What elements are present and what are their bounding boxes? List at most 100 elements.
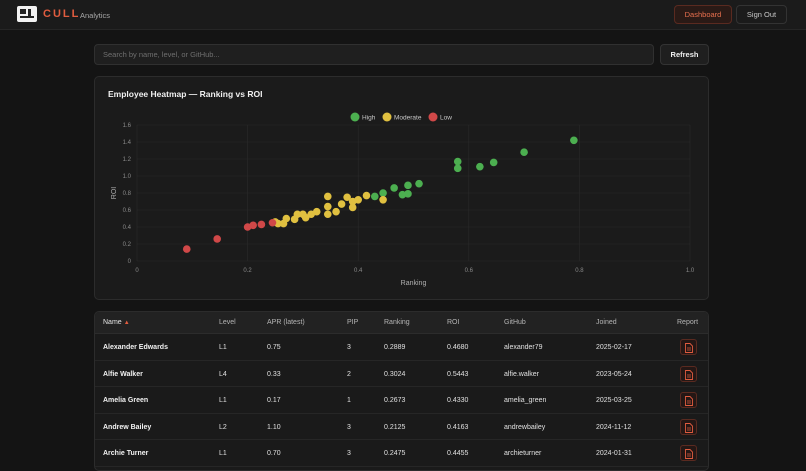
report-button[interactable] — [680, 339, 697, 355]
column-header-joined[interactable]: Joined — [596, 319, 617, 326]
table-row[interactable]: Amelia Green L1 0.17 1 0.2673 0.4330 amelia_gr… — [95, 387, 708, 414]
cell-pip: 3 — [347, 450, 351, 457]
cell-level: L1 — [219, 344, 227, 351]
data-point-moderate — [323, 202, 332, 211]
data-point-low — [268, 218, 277, 227]
data-point-high — [370, 192, 379, 201]
table-row[interactable]: Alexander Edwards L1 0.75 3 0.2889 0.4680 alex… — [95, 334, 708, 361]
scatter-chart: 0 0.2 0.4 0.6 0.8 1.0 1.2 1.4 1.6 0 0.2 0.4 0.6 0.8 1.… — [111, 112, 695, 287]
table-row[interactable]: Andrew Bailey L2 1.10 3 0.2125 0.4163 andrewba… — [95, 414, 708, 440]
table-header: Name ▲ Level APR (latest) PIP Ranking ROI… — [95, 312, 708, 334]
report-button[interactable] — [680, 445, 697, 461]
y-tick-label: 0.4 — [123, 225, 132, 231]
data-point-moderate — [379, 196, 387, 204]
table-row[interactable]: Archie Turner L1 0.70 3 0.2475 0.4455 archietu… — [95, 440, 708, 467]
cell-roi: 0.4680 — [447, 344, 469, 351]
top-bar: CULL Analytics Dashboard Sign Out — [0, 0, 806, 30]
cell-name: Alexander Edwards — [103, 344, 168, 351]
brand-name: CULL — [43, 8, 81, 20]
refresh-button[interactable]: Refresh — [660, 44, 709, 65]
y-tick-label: 0.8 — [123, 191, 132, 197]
y-tick-label: 1.4 — [123, 140, 132, 146]
document-icon — [685, 449, 693, 459]
cell-github: amelia_green — [504, 397, 547, 404]
search-input[interactable] — [94, 44, 654, 65]
report-button[interactable] — [680, 418, 697, 435]
data-point-moderate — [362, 191, 371, 200]
data-point-moderate — [299, 210, 307, 219]
data-point-high — [489, 158, 498, 167]
legend-marker-moderate — [382, 112, 392, 122]
cell-apr: 0.17 — [267, 397, 281, 404]
column-header-apr[interactable]: APR (latest) — [267, 319, 305, 326]
cell-ranking: 0.2125 — [384, 423, 406, 431]
column-header-roi[interactable]: ROI — [447, 319, 460, 326]
report-button[interactable] — [680, 365, 697, 382]
document-icon — [685, 396, 693, 406]
data-point-moderate — [348, 203, 357, 212]
cell-level: L2 — [219, 423, 227, 431]
data-point-high — [520, 148, 528, 156]
cell-joined: 2025-02-17 — [596, 344, 632, 351]
cell-pip: 1 — [347, 397, 351, 404]
table-row[interactable]: Alfie Walker L4 0.33 2 0.3024 0.5443 alfie.wal… — [95, 361, 708, 387]
y-tick-label: 0 — [128, 259, 132, 265]
cell-name: Amelia Green — [103, 397, 149, 404]
cell-name: Alfie Walker — [103, 370, 143, 378]
column-header-github[interactable]: GitHub — [504, 319, 526, 326]
cell-roi: 0.4455 — [447, 450, 469, 457]
cell-github: alfie.walker — [504, 370, 540, 378]
cell-github: archieturner — [504, 450, 542, 457]
employee-table: Name ▲ Level APR (latest) PIP Ranking ROI… — [94, 311, 709, 471]
cell-level: L1 — [219, 450, 227, 457]
data-point-high — [453, 157, 462, 166]
data-point-high — [404, 190, 412, 198]
column-header-pip[interactable]: PIP — [347, 319, 359, 326]
data-point-high — [390, 184, 398, 192]
cell-ranking: 0.2673 — [384, 397, 406, 404]
data-point-moderate — [290, 215, 299, 224]
column-header-ranking[interactable]: Ranking — [384, 319, 410, 326]
data-point-moderate — [279, 219, 288, 228]
logo-icon — [17, 6, 37, 22]
x-axis-label: Ranking — [401, 280, 427, 287]
sign-out-button[interactable]: Sign Out — [736, 5, 787, 24]
dashboard-button[interactable]: Dashboard — [674, 5, 732, 24]
x-tick-label: 0 — [135, 268, 139, 274]
report-button[interactable] — [680, 392, 697, 408]
cell-level: L1 — [219, 397, 227, 404]
y-tick-label: 1.2 — [123, 157, 132, 163]
data-point-low — [243, 223, 252, 231]
cell-joined: 2024-01-31 — [596, 450, 632, 457]
cell-ranking: 0.2475 — [384, 450, 406, 457]
data-point-moderate — [332, 207, 340, 216]
cell-name: Andrew Bailey — [103, 423, 152, 431]
data-point-high — [415, 179, 423, 188]
sort-asc-icon: ▲ — [123, 320, 130, 326]
x-tick-label: 1.0 — [686, 268, 695, 274]
column-header-level[interactable]: Level — [219, 319, 236, 326]
cell-level: L4 — [219, 370, 227, 378]
cell-pip: 3 — [347, 344, 351, 351]
x-tick-label: 0.4 — [354, 268, 363, 274]
data-point-low — [257, 220, 266, 229]
brand-subtitle: Analytics — [80, 11, 111, 20]
legend-label-high: High — [362, 115, 376, 122]
data-point-high — [570, 136, 578, 145]
cell-pip: 3 — [347, 423, 351, 431]
column-header-report: Report — [677, 319, 699, 326]
cell-github: alexander79 — [504, 344, 543, 351]
data-point-moderate — [323, 210, 332, 219]
y-tick-label: 1.0 — [123, 174, 132, 180]
x-tick-label: 0.2 — [243, 268, 252, 274]
y-tick-label: 1.6 — [123, 123, 132, 129]
x-tick-label: 0.8 — [575, 268, 584, 274]
cell-apr: 0.75 — [267, 344, 281, 351]
x-tick-label: 0.6 — [465, 268, 474, 274]
data-point-moderate — [337, 200, 346, 208]
cell-pip: 2 — [347, 370, 351, 378]
column-header-name[interactable]: Name ▲ — [103, 319, 130, 326]
data-point-moderate — [348, 197, 357, 206]
document-icon — [685, 422, 693, 433]
data-point-moderate — [307, 210, 315, 219]
